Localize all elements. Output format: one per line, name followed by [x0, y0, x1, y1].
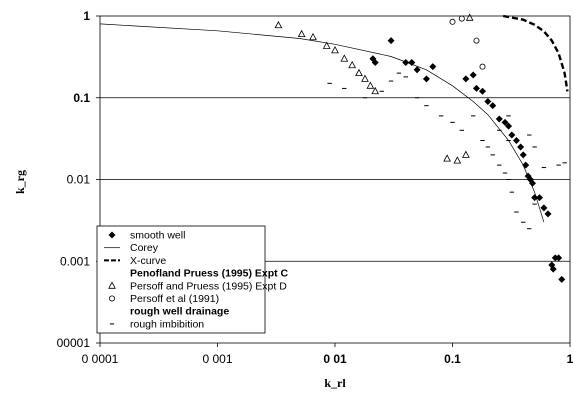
- data-point: [331, 46, 339, 54]
- data-point: [512, 136, 520, 144]
- series-2: [502, 14, 569, 92]
- x-tick-label: 0 01: [323, 352, 347, 366]
- data-point: [408, 58, 416, 66]
- data-point: [517, 143, 525, 151]
- data-point: [402, 58, 410, 66]
- data-point: [429, 63, 437, 71]
- legend-label: Penofland Pruess (1995) Expt C: [130, 268, 289, 280]
- x-tick-label: 0 0001: [82, 352, 119, 366]
- series-7: [327, 72, 567, 230]
- y-tick-label: 0.01: [67, 173, 91, 187]
- legend-label: Corey: [130, 242, 159, 254]
- data-point: [309, 32, 317, 41]
- y-axis-label: k_rg: [13, 170, 27, 194]
- data-point: [340, 54, 349, 62]
- data-point: [473, 37, 480, 44]
- data-point: [371, 58, 379, 66]
- y-axis-ticks: 1 0.1 0.01 0.001 00001: [57, 9, 100, 350]
- series-5: [449, 15, 486, 70]
- data-point: [558, 275, 566, 283]
- legend-item: smooth well: [108, 230, 185, 242]
- data-point: [387, 37, 395, 45]
- legend-item: Persoff and Pruess (1995) Expt D: [108, 280, 287, 292]
- y-tick-label: 00001: [57, 336, 91, 350]
- legend-swatch: [108, 281, 116, 289]
- data-point: [549, 265, 557, 273]
- data-point: [535, 194, 543, 202]
- data-point: [505, 122, 513, 130]
- data-point: [449, 18, 456, 25]
- series-layer: [99, 13, 569, 283]
- y-tick-label: 0.001: [60, 254, 90, 268]
- data-point: [453, 156, 462, 164]
- data-point: [274, 20, 283, 29]
- legend-item: Persoff et al (1991): [109, 293, 219, 305]
- x-axis-label: k_rl: [324, 376, 346, 390]
- data-point: [508, 131, 516, 139]
- data-point: [531, 194, 539, 202]
- data-point: [361, 74, 369, 82]
- series-1: [99, 23, 545, 223]
- legend-item: rough imbibition: [109, 318, 204, 330]
- data-point: [478, 87, 486, 95]
- data-point: [443, 154, 451, 162]
- data-point: [322, 41, 331, 49]
- data-point: [458, 15, 465, 22]
- legend-swatch: [109, 295, 116, 302]
- data-point: [422, 75, 430, 83]
- data-point: [348, 60, 357, 69]
- x-tick-label: 1: [567, 352, 573, 366]
- series-line: [99, 23, 545, 223]
- y-tick-label: 0.1: [73, 91, 90, 105]
- legend-swatch: [108, 231, 116, 239]
- data-point: [366, 81, 375, 89]
- data-point: [484, 97, 492, 105]
- data-point: [501, 118, 509, 126]
- series-0: [369, 37, 566, 283]
- legend-item: rough well drainage: [130, 306, 229, 318]
- legend-label: rough imbibition: [130, 318, 204, 330]
- legend-label: X-curve: [130, 255, 166, 267]
- x-axis-ticks: 0 0001 0 001 0 01 0.1 1: [82, 343, 573, 366]
- data-point: [540, 204, 548, 212]
- data-point: [529, 179, 537, 187]
- data-point: [355, 68, 363, 77]
- x-tick-label: 0.1: [444, 352, 461, 366]
- legend-label: Persoff et al (1991): [130, 293, 219, 305]
- data-point: [555, 254, 563, 262]
- series-4: [274, 13, 474, 164]
- data-point: [413, 66, 421, 74]
- legend-item: Penofland Pruess (1995) Expt C: [130, 268, 289, 280]
- y-tick-label: 1: [83, 9, 90, 23]
- data-point: [297, 29, 306, 38]
- legend-label: smooth well: [130, 230, 185, 242]
- legend-label: rough well drainage: [130, 306, 229, 318]
- legend-box: [96, 225, 266, 334]
- data-point: [465, 13, 474, 21]
- data-point: [462, 150, 470, 158]
- data-point: [489, 102, 497, 110]
- data-point: [479, 63, 486, 70]
- legend-item: X-curve: [104, 255, 166, 267]
- data-point: [472, 84, 480, 92]
- legend-item: Corey: [104, 242, 159, 254]
- data-point: [469, 71, 477, 79]
- legend-label: Persoff and Pruess (1995) Expt D: [130, 280, 287, 292]
- data-point: [495, 115, 503, 123]
- data-point: [544, 210, 552, 218]
- x-tick-label: 0 001: [202, 352, 232, 366]
- data-point: [371, 86, 380, 95]
- series-line: [502, 14, 569, 92]
- data-point: [462, 75, 470, 83]
- data-point: [519, 151, 527, 159]
